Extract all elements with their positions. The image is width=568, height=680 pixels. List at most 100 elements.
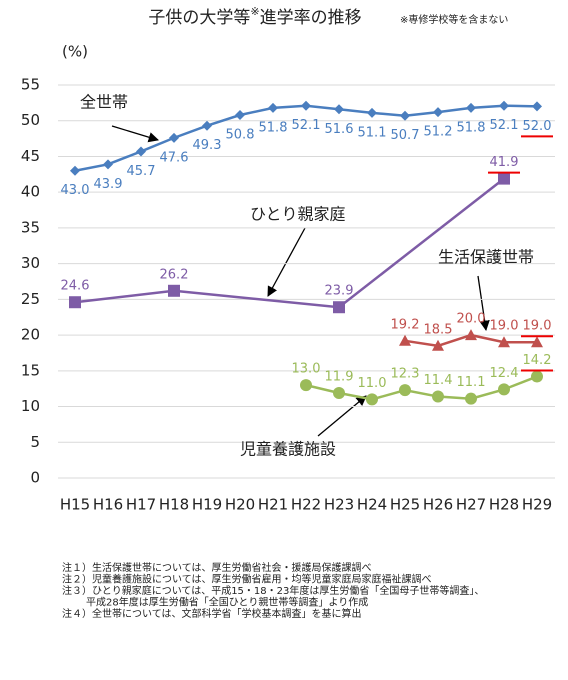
value-label: 51.8 [259,120,288,135]
x-tick-label: H18 [159,496,189,514]
x-tick-label: H17 [126,496,156,514]
value-label: 50.8 [226,128,255,143]
value-label: 19.0 [490,319,519,334]
chart-title: 子供の大学等※進学率の推移 [148,5,361,28]
y-tick-label: 30 [21,254,40,272]
marker [498,383,510,396]
marker [136,146,146,157]
marker [169,132,179,143]
value-label: 52.0 [523,119,552,134]
note: 注４）全世帯については、文部科学省「学校基本調査」を基に算出 [62,607,362,620]
value-label: 19.2 [391,317,420,332]
y-tick-label: 50 [21,111,40,129]
value-label: 11.1 [457,375,486,390]
y-tick-label: 40 [21,183,40,201]
x-tick-label: H19 [192,496,222,514]
marker [367,107,377,118]
value-label: 18.5 [424,322,453,337]
marker [70,165,80,176]
value-label: 11.9 [325,369,354,384]
value-label: 43.0 [61,183,90,198]
value-label: 14.2 [523,353,552,368]
marker [268,102,278,113]
marker [399,334,411,346]
marker [532,101,542,112]
marker [103,159,113,170]
value-label: 49.3 [193,138,222,153]
value-label: 11.0 [358,376,387,391]
x-tick-label: H26 [423,496,453,514]
y-tick-label: 35 [21,218,40,236]
marker [168,284,180,297]
x-tick-label: H23 [324,496,354,514]
marker [366,393,378,406]
y-tick-label: 5 [30,433,40,451]
subtitle: ※専修学校等を含まない [400,13,508,26]
series-annotation: 生活保護世帯 [438,248,534,267]
x-tick-label: H16 [93,496,123,514]
series-annotation: 児童養護施設 [240,440,336,459]
value-label: 47.6 [160,150,189,165]
y-tick-label: 20 [21,326,40,344]
y-tick-label: 45 [21,147,40,165]
marker [333,386,345,399]
title-text: 子供の大学等 [148,8,250,28]
marker [202,120,212,131]
y-tick-label: 25 [21,290,40,308]
marker [399,384,411,397]
marker [531,336,543,348]
value-label: 50.7 [391,128,420,143]
y-tick-label: 10 [21,397,40,415]
series-line [74,177,505,309]
value-label: 51.2 [424,125,453,140]
marker [498,336,510,348]
marker [465,392,477,405]
marker [432,339,444,351]
x-tick-label: H15 [60,496,90,514]
x-tick-label: H29 [522,496,552,514]
marker [499,100,509,111]
series-annotation: ひとり親家庭 [250,205,346,224]
x-tick-label: H21 [258,496,288,514]
value-label: 41.9 [490,155,519,170]
marker [301,100,311,111]
note: 注２）児童養護施設については、厚生労働省雇用・均等児童家庭局家庭福祉課調べ [62,573,432,586]
title-mark: ※ [250,5,259,18]
marker [333,301,345,314]
y-tick-label: 15 [21,361,40,379]
y-axis-label: (%) [62,43,88,61]
x-tick-label: H24 [357,496,387,514]
value-label: 13.0 [292,362,321,377]
note: 注１）生活保護世帯については、厚生労働省社会・援護局保護課調べ [62,561,372,574]
marker [235,110,245,121]
value-label: 20.0 [457,312,486,327]
value-label: 23.9 [325,284,354,299]
series-annotation: 全世帯 [80,93,128,112]
value-label: 19.0 [523,319,552,334]
value-label: 43.9 [94,177,123,192]
arrow [477,275,490,332]
x-tick-label: H20 [225,496,255,514]
value-label: 26.2 [160,267,189,282]
value-label: 11.4 [424,373,453,388]
arrow [267,227,306,297]
value-label: 51.1 [358,125,387,140]
x-tick-label: H27 [456,496,486,514]
value-label: 45.7 [127,164,156,179]
series-line [74,104,538,172]
arrows [111,125,490,437]
value-label: 12.4 [490,366,519,381]
value-label: 51.6 [325,122,354,137]
value-label: 12.3 [391,367,420,382]
marker [498,172,510,185]
note: 平成28年度は厚生労働省「全国ひとり親世帯等調査」より作成 [86,596,368,609]
y-tick-label: 55 [21,76,40,94]
marker [465,329,477,341]
x-tick-label: H22 [291,496,321,514]
value-label: 52.1 [490,118,519,133]
marker [531,370,543,383]
marker [300,379,312,392]
y-tick-label: 0 [30,469,40,487]
value-label: 51.8 [457,120,486,135]
